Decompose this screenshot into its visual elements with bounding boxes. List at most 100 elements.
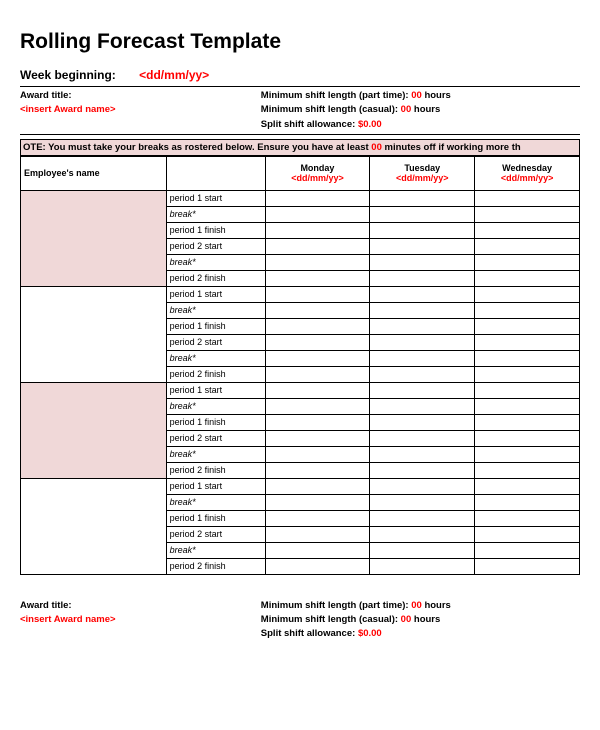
schedule-cell[interactable] — [265, 414, 370, 430]
page-title: Rolling Forecast Template — [20, 30, 580, 54]
schedule-cell[interactable] — [475, 238, 580, 254]
schedule-cell[interactable] — [265, 222, 370, 238]
schedule-cell[interactable] — [370, 366, 475, 382]
schedule-cell[interactable] — [475, 206, 580, 222]
schedule-cell[interactable] — [265, 398, 370, 414]
schedule-cell[interactable] — [265, 494, 370, 510]
award-block-top: Award title: <insert Award name> Minimum… — [20, 86, 580, 135]
schedule-cell[interactable] — [475, 366, 580, 382]
schedule-cell[interactable] — [370, 430, 475, 446]
schedule-cell[interactable] — [265, 334, 370, 350]
week-value: <dd/mm/yy> — [139, 68, 209, 82]
schedule-cell[interactable] — [265, 558, 370, 574]
schedule-cell[interactable] — [370, 398, 475, 414]
schedule-cell[interactable] — [475, 302, 580, 318]
schedule-cell[interactable] — [265, 446, 370, 462]
table-row: period 1 start — [21, 286, 580, 302]
schedule-cell[interactable] — [475, 190, 580, 206]
schedule-cell[interactable] — [475, 510, 580, 526]
schedule-cell[interactable] — [370, 478, 475, 494]
day-date-2: <dd/mm/yy> — [478, 173, 576, 183]
schedule-cell[interactable] — [370, 222, 475, 238]
schedule-cell[interactable] — [370, 542, 475, 558]
schedule-cell[interactable] — [475, 334, 580, 350]
schedule-cell[interactable] — [370, 446, 475, 462]
schedule-cell[interactable] — [265, 286, 370, 302]
schedule-cell[interactable] — [265, 478, 370, 494]
schedule-cell[interactable] — [265, 318, 370, 334]
schedule-cell[interactable] — [370, 462, 475, 478]
period-label-cell: period 2 finish — [166, 462, 265, 478]
award-title-label-b: Award title: — [20, 599, 261, 613]
schedule-cell[interactable] — [370, 334, 475, 350]
schedule-cell[interactable] — [475, 526, 580, 542]
header-period — [166, 156, 265, 190]
min-cas-label: Minimum shift length (casual): — [261, 104, 398, 115]
schedule-cell[interactable] — [475, 446, 580, 462]
schedule-cell[interactable] — [475, 318, 580, 334]
schedule-cell[interactable] — [265, 254, 370, 270]
schedule-cell[interactable] — [475, 270, 580, 286]
schedule-cell[interactable] — [475, 430, 580, 446]
schedule-cell[interactable] — [370, 270, 475, 286]
schedule-cell[interactable] — [475, 398, 580, 414]
schedule-cell[interactable] — [265, 430, 370, 446]
period-label-cell: break* — [166, 254, 265, 270]
schedule-cell[interactable] — [370, 286, 475, 302]
schedule-cell[interactable] — [370, 414, 475, 430]
schedule-cell[interactable] — [370, 318, 475, 334]
schedule-cell[interactable] — [475, 478, 580, 494]
note-suffix: minutes off if working more th — [382, 142, 521, 153]
schedule-cell[interactable] — [265, 190, 370, 206]
employee-name-cell[interactable] — [21, 382, 167, 478]
schedule-cell[interactable] — [370, 510, 475, 526]
schedule-cell[interactable] — [475, 350, 580, 366]
schedule-cell[interactable] — [370, 382, 475, 398]
schedule-cell[interactable] — [475, 382, 580, 398]
schedule-cell[interactable] — [265, 270, 370, 286]
period-label-cell: break* — [166, 494, 265, 510]
schedule-cell[interactable] — [370, 302, 475, 318]
schedule-cell[interactable] — [475, 254, 580, 270]
employee-name-cell[interactable] — [21, 286, 167, 382]
min-pt-label-b: Minimum shift length (part time): — [261, 600, 409, 611]
schedule-cell[interactable] — [265, 542, 370, 558]
week-beginning-row: Week beginning: <dd/mm/yy> — [20, 68, 580, 82]
min-cas-label-b: Minimum shift length (casual): — [261, 614, 398, 625]
table-row: period 1 start — [21, 382, 580, 398]
employee-name-cell[interactable] — [21, 478, 167, 574]
schedule-cell[interactable] — [370, 526, 475, 542]
schedule-cell[interactable] — [265, 302, 370, 318]
schedule-cell[interactable] — [370, 190, 475, 206]
header-row: Employee's name Monday <dd/mm/yy> Tuesda… — [21, 156, 580, 190]
schedule-cell[interactable] — [265, 382, 370, 398]
header-day-1: Tuesday <dd/mm/yy> — [370, 156, 475, 190]
schedule-cell[interactable] — [475, 414, 580, 430]
min-pt-value-b: 00 — [411, 600, 422, 611]
schedule-cell[interactable] — [265, 366, 370, 382]
schedule-cell[interactable] — [475, 462, 580, 478]
schedule-cell[interactable] — [370, 494, 475, 510]
period-label-cell: break* — [166, 398, 265, 414]
schedule-cell[interactable] — [475, 286, 580, 302]
schedule-cell[interactable] — [475, 494, 580, 510]
schedule-cell[interactable] — [265, 238, 370, 254]
period-label-cell: period 2 start — [166, 238, 265, 254]
period-label-cell: period 1 finish — [166, 414, 265, 430]
employee-name-cell[interactable] — [21, 190, 167, 286]
schedule-cell[interactable] — [475, 542, 580, 558]
schedule-cell[interactable] — [370, 254, 475, 270]
schedule-cell[interactable] — [475, 222, 580, 238]
schedule-cell[interactable] — [265, 350, 370, 366]
schedule-cell[interactable] — [370, 558, 475, 574]
schedule-cell[interactable] — [475, 558, 580, 574]
schedule-cell[interactable] — [370, 350, 475, 366]
schedule-cell[interactable] — [265, 462, 370, 478]
table-row: period 1 start — [21, 190, 580, 206]
schedule-cell[interactable] — [265, 526, 370, 542]
schedule-cell[interactable] — [370, 206, 475, 222]
schedule-cell[interactable] — [265, 510, 370, 526]
period-label-cell: period 1 start — [166, 286, 265, 302]
schedule-cell[interactable] — [265, 206, 370, 222]
schedule-cell[interactable] — [370, 238, 475, 254]
